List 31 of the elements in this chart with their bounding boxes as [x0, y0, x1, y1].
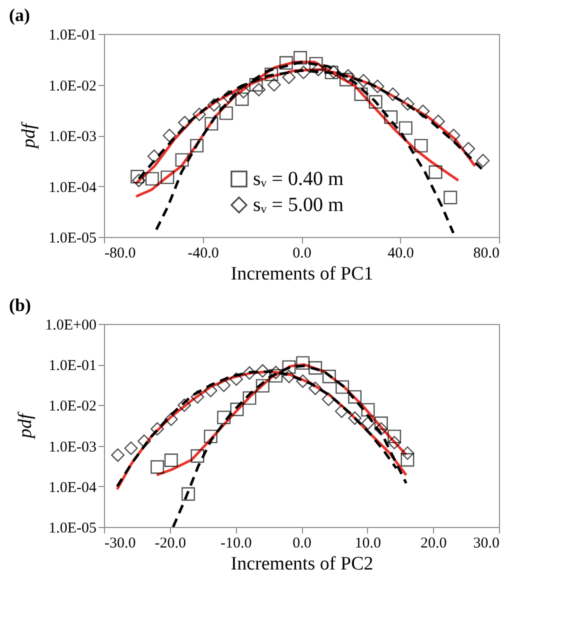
y-tick-label: 1.0E-05 [48, 230, 96, 246]
x-tick-label: 30.0 [473, 536, 500, 552]
x-tick-label: -30.0 [104, 536, 136, 552]
x-tick-label: -10.0 [220, 536, 252, 552]
y-tick-label: 1.0E-04 [48, 480, 97, 496]
y-tick-label: 1.0E-04 [48, 180, 97, 196]
x-axis-title: Increments of PC2 [230, 554, 374, 574]
x-axis-title: Increments of PC1 [230, 264, 374, 284]
chart-title: (a) [9, 5, 30, 25]
y-tick-label: 1.0E-03 [48, 439, 96, 456]
x-tick-label: 0.0 [292, 246, 312, 262]
x-tick-label: 20.0 [420, 536, 447, 552]
x-tick-label: 0.0 [292, 536, 312, 552]
y-tick-label: 1.0E-01 [48, 358, 96, 374]
x-tick-label: -20.0 [154, 536, 186, 552]
y-tick-label: 1.0E-01 [48, 28, 96, 44]
y-tick-label: 1.0E-05 [48, 520, 96, 536]
y-tick-label: 1.0E-02 [48, 78, 96, 94]
y-tick-label: 1.0E-02 [48, 398, 96, 415]
x-tick-label: 10.0 [354, 536, 381, 552]
y-axis-title: pdf [18, 121, 40, 150]
x-tick-label: 40.0 [388, 246, 414, 262]
legend-label: sᵥ = 0.40 m [253, 168, 344, 190]
y-tick-label: 1.0E+00 [45, 318, 96, 334]
x-tick-label: -80.0 [104, 246, 136, 262]
x-tick-label: 80.0 [473, 246, 500, 262]
legend-label: sᵥ = 5.00 m [253, 194, 344, 216]
x-tick-label: -40.0 [188, 246, 219, 262]
y-axis-title: pdf [15, 411, 36, 440]
chart-title: (b) [9, 295, 32, 315]
y-tick-label: 1.0E-03 [48, 129, 96, 145]
